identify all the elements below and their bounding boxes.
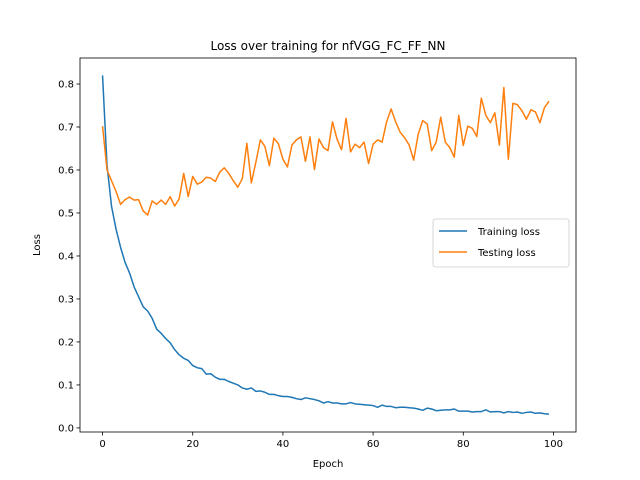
y-tick-label: 0.2: [58, 337, 74, 348]
x-tick-label: 0: [99, 439, 105, 450]
y-tick-label: 0.6: [58, 165, 74, 176]
x-tick-label: 100: [544, 439, 563, 450]
series-line-training-loss: [101, 75, 550, 415]
y-tick-label: 0.4: [58, 251, 74, 262]
legend-entry: Training loss: [477, 227, 540, 238]
y-tick-label: 0.7: [58, 122, 74, 133]
x-axis-ticks: 0 20 40 60 80 100: [99, 432, 563, 450]
y-tick-label: 0.1: [58, 380, 74, 391]
chart-title: Loss over training for nfVGG_FC_FF_NN: [210, 39, 445, 53]
x-axis-label: Epoch: [313, 459, 344, 470]
legend: Training loss Testing loss: [432, 218, 570, 268]
x-tick-label: 60: [367, 439, 380, 450]
y-tick-label: 0.3: [58, 294, 74, 305]
y-axis-label: Loss: [32, 234, 43, 256]
y-tick-label: 0.5: [58, 208, 74, 219]
y-tick-label: 0.0: [58, 423, 74, 434]
series-lines: [101, 75, 550, 415]
series-line-testing-loss: [101, 86, 550, 216]
legend-entry: Testing loss: [477, 248, 536, 259]
x-tick-label: 80: [457, 439, 470, 450]
x-tick-label: 20: [186, 439, 199, 450]
y-axis-ticks: 0.0 0.1 0.2 0.3 0.4 0.5 0.6 0.7 0.8: [58, 80, 80, 434]
plot-frame: [79, 57, 577, 433]
y-tick-label: 0.8: [58, 80, 74, 91]
x-tick-label: 40: [277, 439, 290, 450]
